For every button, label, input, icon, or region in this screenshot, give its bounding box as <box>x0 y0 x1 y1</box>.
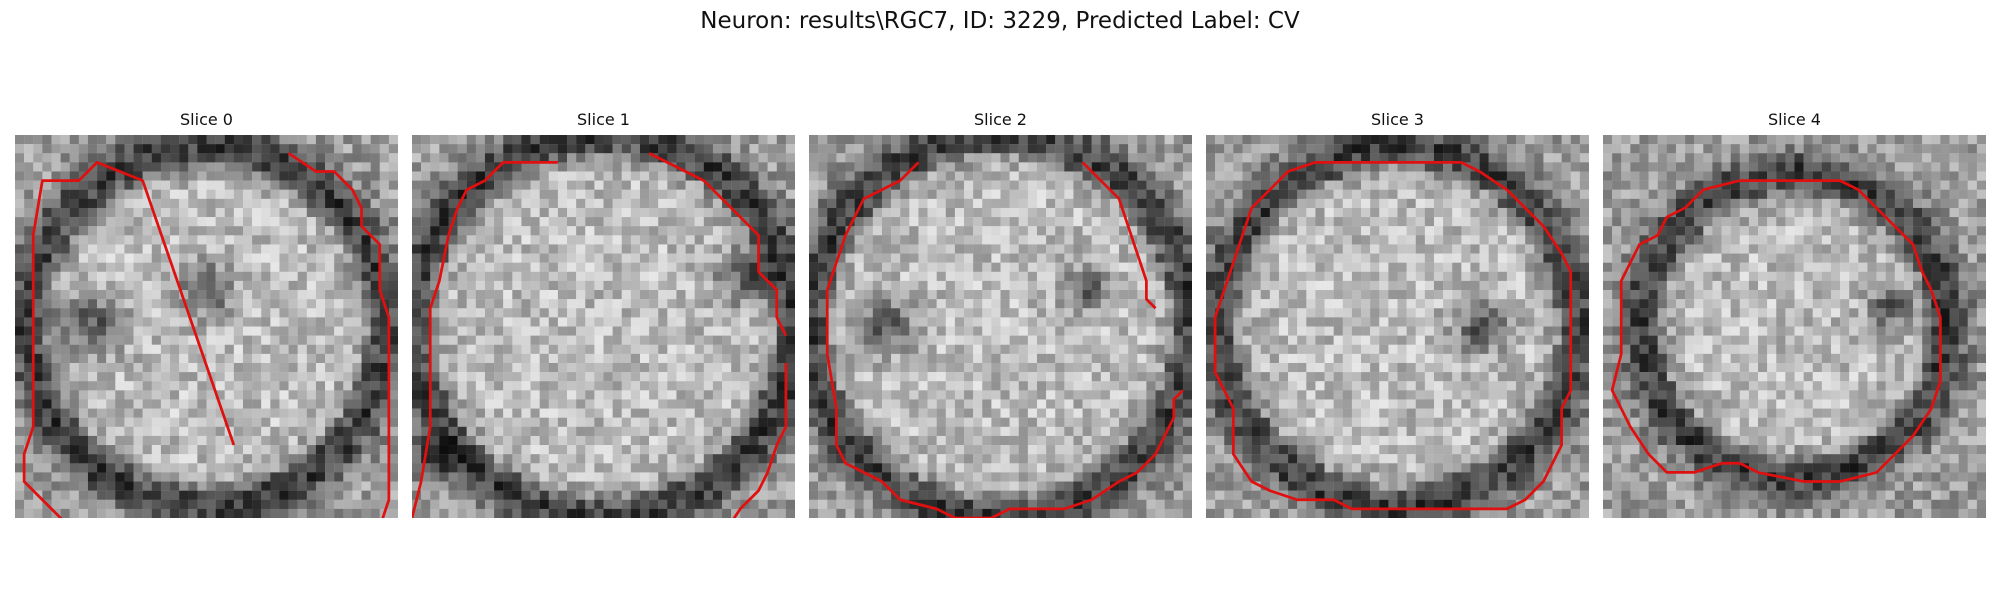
contour-line <box>412 160 558 518</box>
slice-image <box>1206 135 1589 518</box>
slice-panel-2: Slice 2 <box>809 108 1192 518</box>
slice-panel-1: Slice 1 <box>412 108 795 518</box>
contour-line <box>1213 160 1573 511</box>
contour-line <box>287 152 391 518</box>
pixel-grid <box>15 135 398 518</box>
slice-image <box>809 135 1192 518</box>
figure-title: Neuron: results\RGC7, ID: 3229, Predicte… <box>700 8 1300 34</box>
slice-image <box>15 135 398 518</box>
slice-title: Slice 3 <box>1371 110 1424 129</box>
contour-line <box>732 362 788 518</box>
contour-line <box>1081 161 1157 310</box>
slice-title: Slice 0 <box>180 110 233 129</box>
pixel-grid <box>412 135 795 518</box>
contour-line <box>1610 179 1942 483</box>
pixel-grid <box>809 135 1192 518</box>
slice-image <box>1603 135 1986 518</box>
pixel-grid <box>1206 135 1589 518</box>
slice-title: Slice 2 <box>974 110 1027 129</box>
slice-panel-0: Slice 0 <box>15 108 398 518</box>
contour-line <box>22 160 236 518</box>
contour-line <box>648 152 788 337</box>
slice-title: Slice 1 <box>577 110 630 129</box>
slice-title: Slice 4 <box>1768 110 1821 129</box>
slice-image <box>412 135 795 518</box>
contour-line <box>825 161 1184 518</box>
slice-panel-4: Slice 4 <box>1603 108 1986 518</box>
slice-panel-3: Slice 3 <box>1206 108 1589 518</box>
pixel-grid <box>1603 135 1986 518</box>
